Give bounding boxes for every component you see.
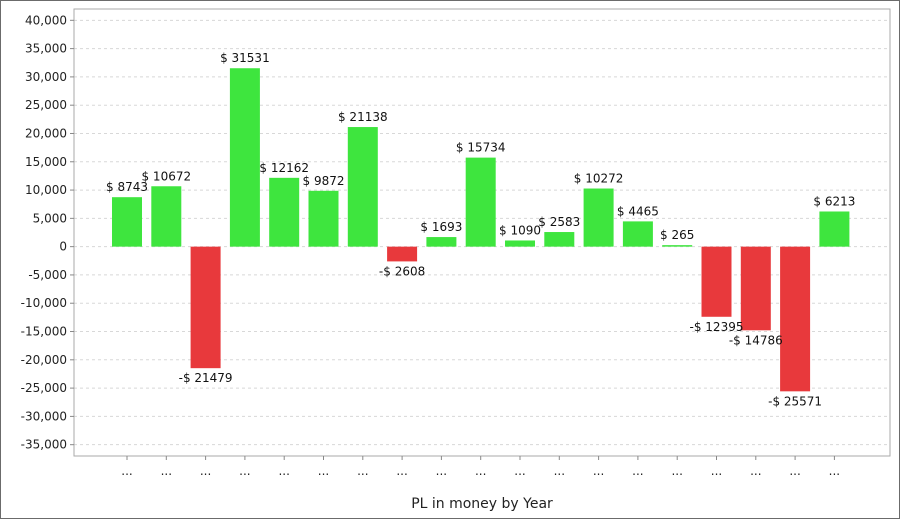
- x-tick-label: ...: [711, 464, 722, 478]
- data-label: $ 10672: [141, 169, 191, 183]
- x-tick-label: ...: [554, 464, 565, 478]
- bar: [819, 211, 850, 247]
- x-axis-ticks: ........................................…: [121, 464, 840, 478]
- y-tick-label: 5,000: [33, 211, 67, 225]
- y-tick-label: -30,000: [21, 409, 67, 423]
- bar: [505, 240, 535, 247]
- data-label: $ 15734: [456, 141, 506, 155]
- data-label: $ 31531: [220, 51, 270, 65]
- y-tick-label: 10,000: [25, 183, 67, 197]
- bars: [112, 68, 850, 392]
- bar: [190, 246, 221, 369]
- y-tick-label: -15,000: [21, 325, 67, 339]
- data-label: -$ 2608: [379, 264, 425, 278]
- x-tick-label: ...: [436, 464, 447, 478]
- y-tick-label: 20,000: [25, 126, 67, 140]
- bar: [780, 246, 811, 392]
- x-tick-label: ...: [593, 464, 604, 478]
- data-label: $ 4465: [617, 204, 659, 218]
- x-tick-label: ...: [239, 464, 250, 478]
- x-tick-label: ...: [121, 464, 132, 478]
- bar: [426, 237, 457, 247]
- data-labels: $ 8743$ 10672 -$ 21479 $ 31531 $ 12162$ 987…: [106, 51, 855, 408]
- data-label: $ 21138: [338, 110, 388, 124]
- bar: [583, 188, 614, 247]
- data-label: -$ 25571: [768, 394, 822, 408]
- bar: [740, 246, 771, 331]
- x-tick-label: ...: [200, 464, 211, 478]
- x-tick-label: ...: [750, 464, 761, 478]
- x-tick-label: ...: [829, 464, 840, 478]
- y-tick-label: -10,000: [21, 296, 67, 310]
- bar: [112, 197, 142, 247]
- bar: [308, 190, 339, 247]
- x-tick-label: ...: [514, 464, 525, 478]
- data-label: $ 265: [660, 228, 694, 242]
- x-tick-label: ...: [357, 464, 368, 478]
- bar: [701, 246, 732, 317]
- bar: [229, 68, 260, 247]
- data-label: $ 9872: [303, 174, 345, 188]
- x-tick-label: ...: [475, 464, 486, 478]
- y-tick-label: 0: [59, 240, 67, 254]
- data-label: $ 12162: [259, 161, 309, 175]
- y-tick-label: 35,000: [25, 42, 67, 56]
- bar: [662, 245, 693, 247]
- bar: [151, 186, 182, 247]
- bar: [465, 157, 496, 247]
- x-tick-label: ...: [671, 464, 682, 478]
- data-label: $ 6213: [813, 194, 855, 208]
- y-tick-label: -5,000: [28, 268, 67, 282]
- bar: [622, 221, 653, 247]
- data-label: $ 1693: [420, 220, 462, 234]
- bar: [347, 127, 378, 247]
- y-axis-ticks: 40,000 35,000 30,000 25,000 20,000 15,000 10,0…: [21, 13, 67, 451]
- data-label: $ 8743: [106, 180, 148, 194]
- y-tick-label: 25,000: [25, 98, 67, 112]
- bar: [544, 232, 575, 247]
- data-label: $ 1090: [499, 223, 541, 237]
- y-tick-label: -20,000: [21, 353, 67, 367]
- bar: [387, 246, 418, 262]
- plot-area: [73, 8, 891, 457]
- y-tick-label: 30,000: [25, 70, 67, 84]
- y-tick-label: 40,000: [25, 13, 67, 27]
- data-label: $ 2583: [538, 215, 580, 229]
- x-tick-label: ...: [632, 464, 643, 478]
- x-tick-label: ...: [161, 464, 172, 478]
- bar: [269, 177, 300, 247]
- axes: [70, 8, 891, 460]
- y-tick-label: 15,000: [25, 155, 67, 169]
- x-tick-label: ...: [318, 464, 329, 478]
- x-axis-title: PL in money by Year: [411, 496, 553, 512]
- data-label: -$ 21479: [179, 371, 233, 385]
- data-label: -$ 12395: [690, 320, 744, 334]
- x-tick-label: ...: [396, 464, 407, 478]
- x-tick-label: ...: [789, 464, 800, 478]
- y-tick-label: -35,000: [21, 438, 67, 452]
- x-tick-label: ...: [278, 464, 289, 478]
- data-label: $ 10272: [574, 172, 624, 186]
- data-label: -$ 14786: [729, 333, 783, 347]
- y-tick-label: -25,000: [21, 381, 67, 395]
